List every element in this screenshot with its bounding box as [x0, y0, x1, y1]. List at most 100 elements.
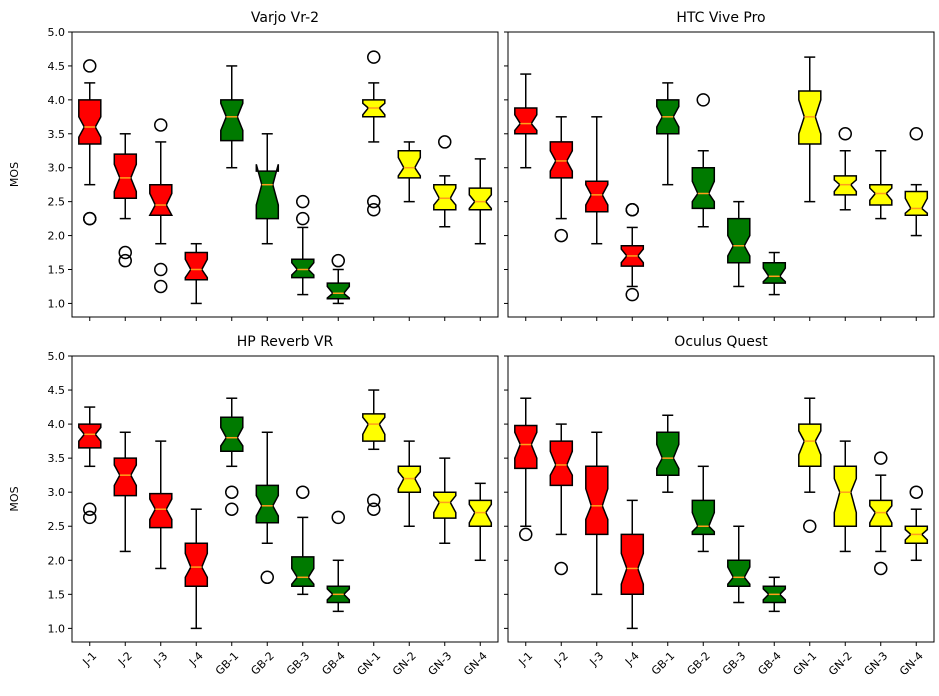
x-tick-label: GN-4	[897, 649, 926, 678]
box-gn-1	[798, 56, 822, 203]
box-gb-2	[691, 93, 716, 228]
box-gb-1	[656, 414, 680, 493]
box-gn-2	[833, 440, 858, 553]
box-body	[220, 99, 244, 142]
x-tick-label: J-2	[115, 649, 135, 669]
x-tick-label: J-3	[587, 649, 607, 669]
panel-4: Oculus Quest J-1 J-2 J-3 J-4 GB-1 GB-2 GB-3 GB-4…	[504, 334, 935, 678]
outlier-point	[154, 279, 168, 294]
outlier-point	[296, 211, 310, 226]
box-gn-1	[362, 389, 386, 516]
x-tick-label: GB-4	[319, 649, 347, 677]
box-j-3	[149, 440, 173, 570]
outlier-point	[554, 228, 568, 243]
box-body	[184, 251, 209, 281]
box-gn-2	[397, 141, 422, 203]
outlier-point	[296, 485, 310, 499]
box-gb-3	[291, 485, 315, 596]
box-body	[78, 423, 102, 449]
box-j-3	[585, 116, 609, 245]
x-tick-label: J-4	[622, 649, 642, 669]
box-gn-1	[362, 50, 386, 217]
box-body	[326, 282, 351, 300]
y-tick-label: 1.5	[48, 264, 66, 277]
box-gb-4	[326, 253, 351, 305]
outlier-point	[874, 561, 888, 576]
outlier-point	[331, 510, 345, 525]
box-body	[514, 424, 538, 470]
y-axis-label: MOS	[8, 162, 21, 187]
x-tick-label: GN-2	[826, 649, 855, 678]
y-tick-label: 4.0	[48, 94, 66, 107]
panel-3: HP Reverb VR 1.0 1.5 2.0 2.5 3.0 3.5 4.0 4.5 5.0 J…	[8, 334, 499, 678]
box-j-1	[78, 59, 102, 226]
box-body	[727, 559, 751, 587]
box-j-3	[148, 118, 174, 294]
outlier-point	[838, 127, 852, 141]
y-tick-label: 1.0	[48, 297, 66, 310]
outlier-point	[154, 118, 168, 132]
x-tick-label: GN-2	[390, 649, 419, 678]
box-body	[291, 258, 315, 279]
x-tick-label: GB-3	[284, 649, 312, 677]
box-gb-1	[656, 82, 680, 186]
x-tick-label: GB-4	[755, 649, 783, 677]
y-tick-label: 4.0	[48, 418, 66, 431]
box-body	[255, 164, 280, 220]
outlier-point	[367, 203, 381, 217]
outlier-point	[260, 570, 274, 585]
outlier-point	[296, 194, 310, 209]
box-gb-1	[220, 397, 244, 516]
x-tick-label: J-2	[551, 649, 571, 669]
x-tick-label: GB-1	[649, 649, 677, 677]
outlier-point	[225, 502, 239, 516]
box-body	[798, 423, 822, 468]
outlier-point	[118, 253, 132, 268]
box-j-4	[184, 242, 209, 305]
y-tick-label: 2.0	[48, 554, 66, 567]
box-body	[762, 261, 787, 284]
panel-title: Oculus Quest	[674, 334, 768, 350]
outlier-point	[625, 203, 639, 217]
outlier-point	[83, 211, 97, 226]
panel-title: HTC Vive Pro	[676, 10, 765, 26]
box-gn-4	[468, 482, 493, 562]
box-body	[220, 416, 244, 453]
panel-title: Varjo Vr-2	[251, 10, 319, 26]
box-gb-2	[255, 431, 280, 585]
y-tick-label: 3.5	[48, 128, 66, 141]
x-tick-label: J-4	[186, 649, 206, 669]
box-j-3	[585, 431, 609, 596]
box-body	[549, 141, 574, 179]
outlier-point	[625, 287, 639, 302]
box-body	[869, 183, 893, 206]
box-body	[833, 465, 858, 527]
box-body	[433, 491, 457, 519]
x-tick-label: GN-3	[862, 649, 891, 678]
y-tick-label: 2.5	[48, 520, 66, 533]
x-tick-label: GB-1	[213, 649, 241, 677]
y-tick-label: 1.5	[48, 588, 66, 601]
box-gn-3	[433, 135, 457, 228]
box-gn-4	[904, 485, 929, 562]
outlier-point	[803, 519, 817, 533]
box-body	[184, 542, 209, 587]
box-body	[113, 153, 138, 200]
box-body	[691, 166, 716, 210]
box-j-2	[549, 116, 574, 243]
outlier-point	[874, 451, 888, 465]
y-tick-label: 5.0	[48, 26, 66, 39]
y-axis-label: MOS	[8, 486, 21, 511]
outlier-point	[367, 194, 381, 209]
outlier-point	[83, 502, 97, 516]
outlier-point	[83, 510, 97, 525]
y-tick-label: 4.5	[48, 60, 66, 73]
box-j-1	[514, 73, 538, 169]
box-gn-3	[869, 451, 893, 576]
box-body	[433, 183, 457, 211]
axes-frame	[507, 31, 935, 318]
x-tick-label: J-1	[516, 649, 536, 669]
box-body	[255, 484, 280, 524]
box-body	[397, 150, 422, 179]
box-j-4	[620, 203, 645, 302]
